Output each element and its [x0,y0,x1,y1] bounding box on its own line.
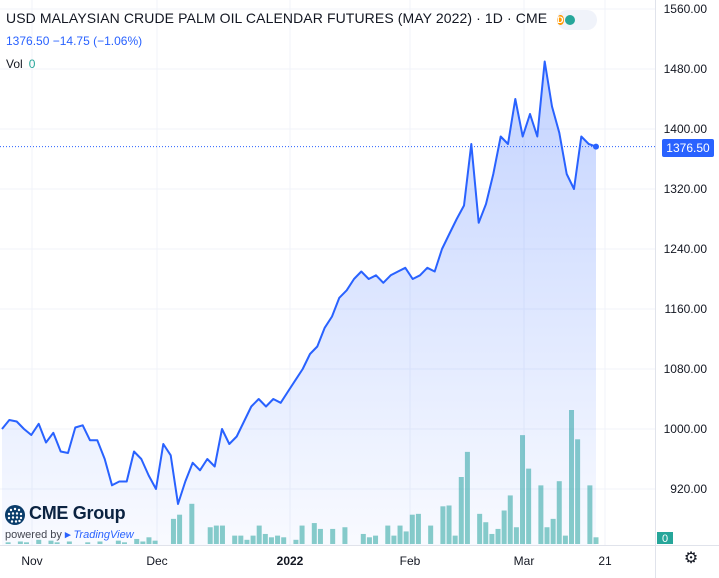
volume-axis-label: 0 [662,533,668,545]
x-tick-label: Nov [21,554,42,568]
y-tick-label: 1480.00 [664,62,708,76]
last-price-label: 1376.50 [662,139,714,157]
y-tick-label: 1560.00 [664,2,708,16]
y-tick-label: 1000.00 [664,422,708,436]
y-tick-label: 1080.00 [664,362,708,376]
x-tick-label: Dec [146,554,167,568]
status-badges[interactable]: D [557,10,597,30]
powered-prefix: powered by [5,529,62,541]
price-change-pct: (−1.06%) [93,34,143,48]
y-tick-label: 1400.00 [664,122,708,136]
quote-values: 1376.50 −14.75 (−1.06%) [6,34,142,48]
volume-axis-label-bg [657,532,673,544]
y-tick-label: 1240.00 [664,242,708,256]
powered-by[interactable]: powered by ▸ TradingView [5,528,134,541]
volume-label: Vol [6,57,23,71]
y-tick-label: 1160.00 [665,302,708,316]
volume-legend[interactable]: Vol 0 [6,57,35,71]
price-area [2,61,596,545]
price-change: −14.75 [52,34,90,48]
symbol-title[interactable]: USD MALAYSIAN CRUDE PALM OIL CALENDAR FU… [6,10,548,26]
tradingview-icon: ▸ [64,529,71,541]
settings-gear-icon[interactable]: ⚙ [683,550,699,567]
price-area-fill [2,61,596,545]
x-tick-label: Mar [514,554,535,568]
globe-icon [5,505,25,525]
y-tick-label: 920.00 [670,482,707,496]
chart-legend[interactable]: USD MALAYSIAN CRUDE PALM OIL CALENDAR FU… [6,10,547,26]
y-tick-label: 1320.00 [664,182,708,196]
last-price: 1376.50 [6,34,50,48]
logo-text: CME Group [29,503,126,523]
volume-value: 0 [28,57,36,71]
powered-brand: TradingView [73,529,134,541]
x-tick-label: 21 [598,554,612,568]
price-line-path [1,60,597,505]
x-tick-label: Feb [400,554,421,568]
price-line [0,60,655,505]
x-tick-label: 2022 [277,554,304,568]
green-dot-icon [565,15,575,25]
last-price-marker [593,143,599,150]
delay-badge: D [557,15,564,25]
